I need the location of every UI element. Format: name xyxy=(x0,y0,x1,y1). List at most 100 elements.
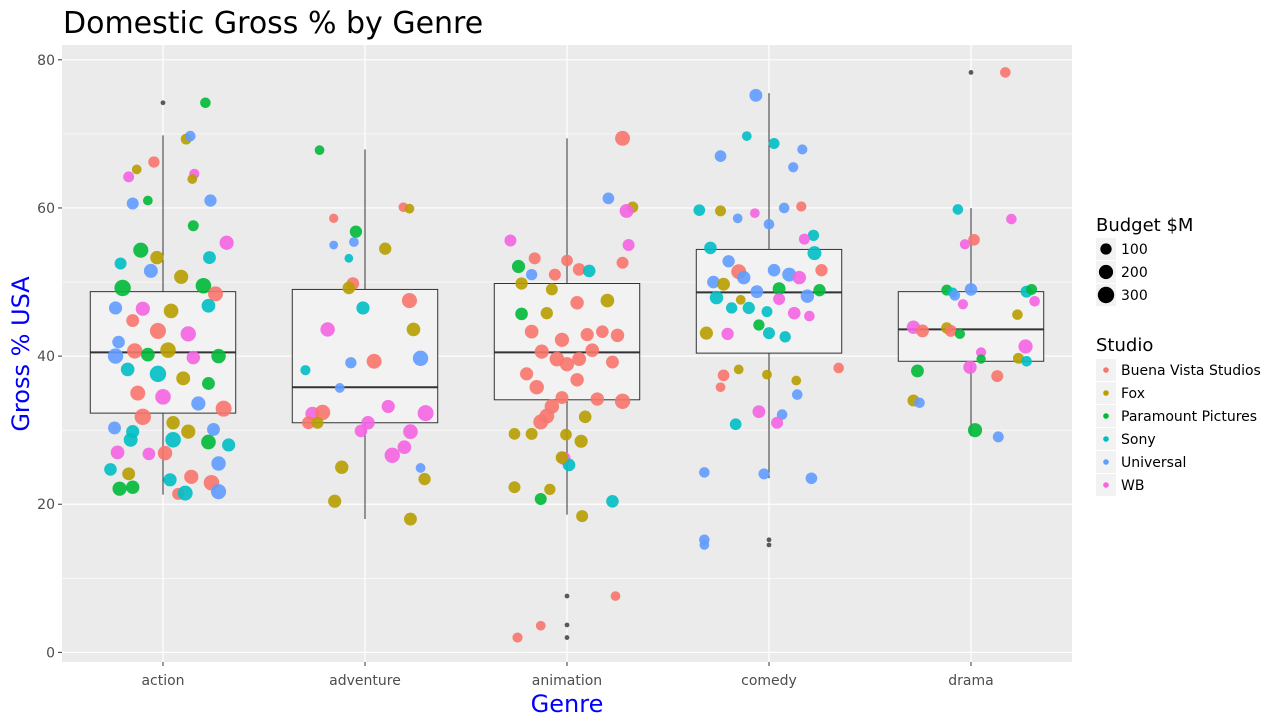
data-point xyxy=(715,205,727,217)
data-point xyxy=(314,145,325,156)
data-point xyxy=(354,424,368,438)
data-point xyxy=(963,360,977,374)
data-point xyxy=(968,233,980,246)
data-point xyxy=(704,241,717,255)
data-point xyxy=(967,423,983,438)
data-point xyxy=(314,404,331,421)
data-point xyxy=(805,472,818,485)
data-point xyxy=(328,494,342,508)
data-point xyxy=(1026,283,1038,295)
data-point xyxy=(418,472,431,486)
data-point xyxy=(165,432,181,448)
data-point xyxy=(208,286,223,302)
data-point xyxy=(215,400,232,417)
data-point xyxy=(114,257,127,270)
data-point xyxy=(180,326,196,342)
data-point xyxy=(204,194,217,207)
data-point xyxy=(149,322,166,339)
x-tick-label: action xyxy=(141,673,184,689)
data-point xyxy=(201,298,216,313)
data-point xyxy=(772,282,786,296)
data-point xyxy=(349,225,363,238)
data-point xyxy=(520,367,534,381)
y-tick-label: 40 xyxy=(37,349,55,365)
data-point xyxy=(616,256,629,269)
data-point xyxy=(342,281,356,295)
data-point xyxy=(773,293,786,306)
data-point xyxy=(163,473,177,487)
data-point xyxy=(177,485,193,501)
size-legend-circle xyxy=(1098,264,1114,280)
data-point xyxy=(741,131,752,141)
data-point xyxy=(528,252,541,265)
color-legend-dot xyxy=(1103,482,1109,488)
data-point xyxy=(717,277,730,291)
data-point xyxy=(384,447,400,464)
color-legend-title: Studio xyxy=(1096,335,1153,356)
data-point xyxy=(954,328,965,339)
data-point xyxy=(311,416,324,429)
data-point xyxy=(135,301,150,316)
data-point xyxy=(622,238,635,251)
data-point xyxy=(181,424,196,439)
data-point xyxy=(112,481,127,496)
data-point xyxy=(534,344,549,359)
data-point xyxy=(707,275,720,289)
data-point xyxy=(572,263,586,276)
data-point xyxy=(815,264,828,277)
data-point xyxy=(1029,295,1040,307)
data-point xyxy=(300,365,311,376)
data-point xyxy=(195,277,212,294)
data-point xyxy=(561,254,573,267)
data-point xyxy=(580,328,594,342)
data-point xyxy=(602,192,615,205)
outlier-point xyxy=(968,70,974,75)
data-point xyxy=(512,632,523,643)
data-point xyxy=(508,481,521,494)
data-point xyxy=(187,174,198,184)
data-point xyxy=(211,348,226,364)
data-point xyxy=(397,440,412,455)
point-layer xyxy=(104,67,1040,643)
data-point xyxy=(606,494,619,508)
color-legend-items: Buena Vista Studios Fox Paramount Pictures… xyxy=(1096,359,1261,496)
data-point xyxy=(131,164,142,175)
data-point xyxy=(767,263,781,277)
data-point xyxy=(412,350,429,366)
data-point xyxy=(952,204,964,215)
data-point xyxy=(957,299,969,310)
data-point xyxy=(721,327,734,341)
data-point xyxy=(219,235,234,250)
data-point xyxy=(406,322,421,337)
data-point xyxy=(515,277,528,290)
color-legend-label: Sony xyxy=(1121,432,1156,448)
color-legend-dot xyxy=(1103,390,1109,396)
color-legend-label: Fox xyxy=(1121,386,1145,402)
color-legend-label: Buena Vista Studios xyxy=(1121,363,1261,379)
color-legend-dot xyxy=(1103,367,1109,373)
data-point xyxy=(778,202,790,214)
data-point xyxy=(163,303,179,319)
data-point xyxy=(570,373,584,387)
data-point xyxy=(991,370,1004,383)
y-tick-labels: 0 20 40 60 80 xyxy=(37,53,62,661)
data-point xyxy=(515,307,528,321)
data-point xyxy=(1006,213,1017,225)
data-point xyxy=(123,432,138,447)
data-point xyxy=(729,418,742,431)
data-point xyxy=(148,156,160,168)
data-point xyxy=(130,385,146,401)
data-point xyxy=(833,362,844,374)
data-point xyxy=(606,355,619,369)
data-point xyxy=(559,357,575,372)
data-point xyxy=(792,270,807,285)
data-point xyxy=(112,335,125,349)
data-point xyxy=(753,319,765,331)
data-point xyxy=(763,327,775,340)
outlier-point xyxy=(564,635,570,640)
data-point xyxy=(761,306,773,318)
data-point xyxy=(555,391,569,405)
data-point xyxy=(511,259,526,274)
data-point xyxy=(992,431,1004,443)
data-point xyxy=(976,347,987,358)
